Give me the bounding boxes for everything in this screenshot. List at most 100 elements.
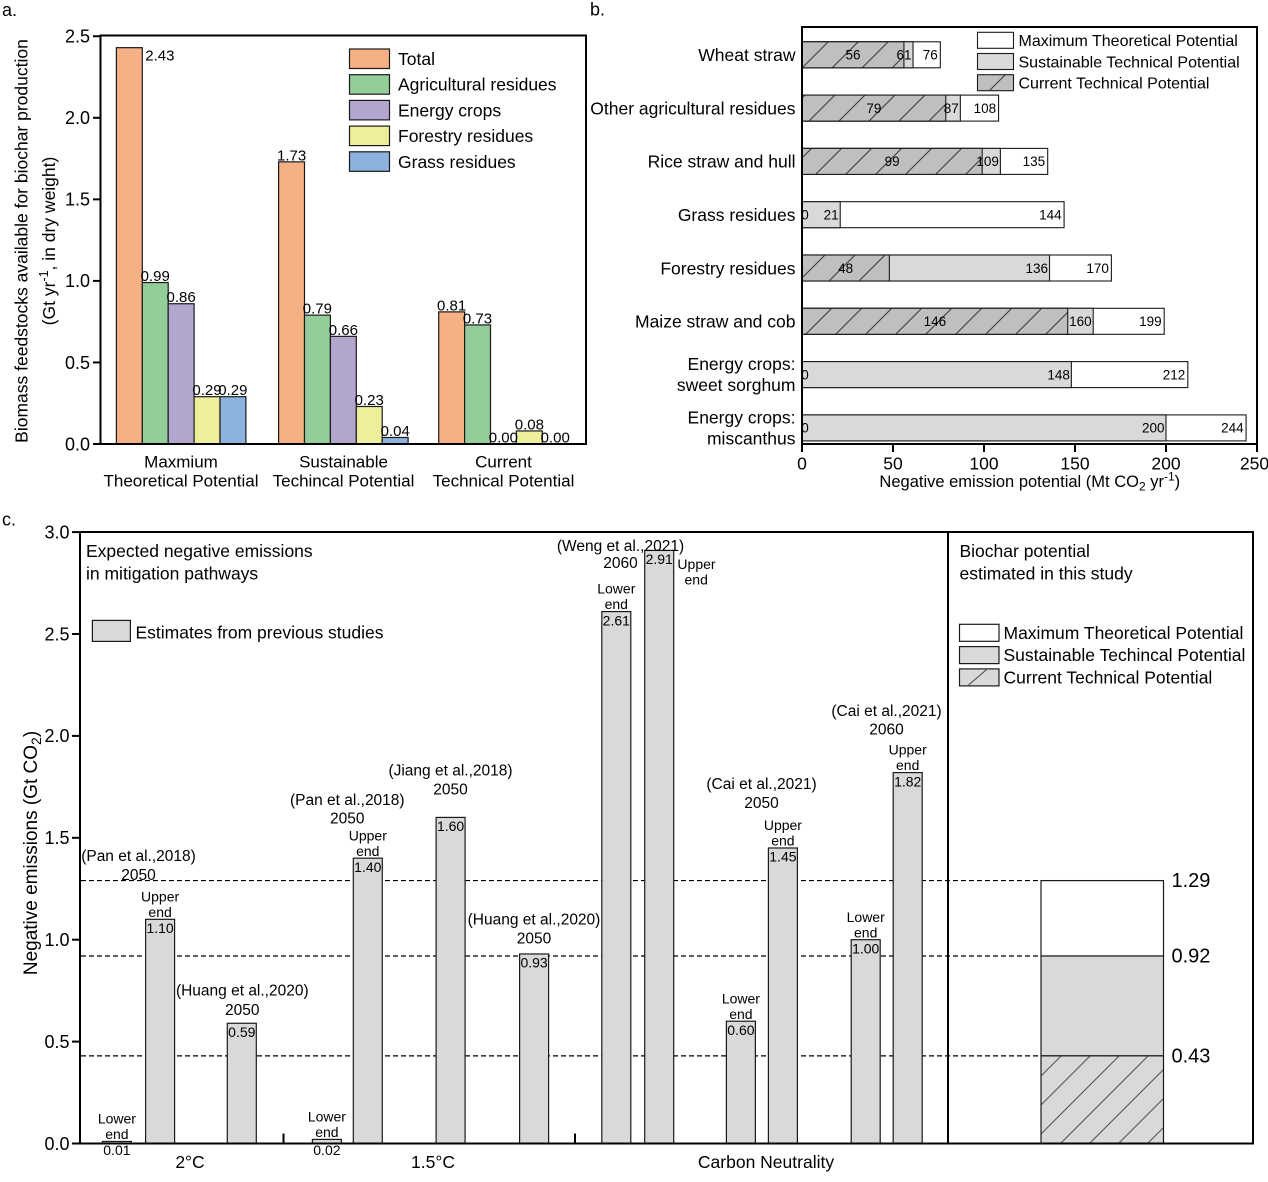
svg-text:end: end	[315, 1124, 338, 1140]
svg-text:(Jiang et al.,2018): (Jiang et al.,2018)	[388, 763, 512, 780]
svg-text:1.45: 1.45	[769, 849, 796, 865]
svg-text:212: 212	[1163, 367, 1186, 382]
svg-text:1.00: 1.00	[852, 940, 879, 956]
svg-text:0: 0	[801, 367, 809, 382]
svg-text:135: 135	[1023, 154, 1046, 169]
svg-text:0.02: 0.02	[313, 1142, 340, 1158]
svg-text:Lower: Lower	[722, 990, 760, 1006]
svg-text:(Cai et al.,2021): (Cai et al.,2021)	[706, 776, 816, 793]
svg-text:0.93: 0.93	[520, 955, 547, 971]
svg-text:a.: a.	[2, 0, 17, 20]
svg-text:Biomass feedstocks available f: Biomass feedstocks available for biochar…	[12, 39, 32, 443]
svg-text:Lower: Lower	[98, 1111, 136, 1127]
svg-text:150: 150	[1060, 454, 1089, 474]
svg-text:end: end	[356, 843, 379, 859]
svg-text:Total: Total	[398, 49, 435, 69]
svg-text:Grass residues: Grass residues	[398, 152, 516, 172]
svg-text:2050: 2050	[744, 795, 779, 812]
svg-text:76: 76	[923, 48, 938, 63]
svg-text:170: 170	[1086, 261, 1109, 276]
svg-text:Current Technical Potential: Current Technical Potential	[1019, 76, 1210, 93]
svg-text:Sustainable Techincal Potentia: Sustainable Techincal Potential	[1004, 645, 1246, 665]
svg-text:end: end	[854, 924, 877, 940]
svg-text:Sustainable: Sustainable	[299, 452, 388, 471]
svg-text:2.5: 2.5	[65, 27, 90, 47]
svg-text:(Gt yr-1, in dry weight): (Gt yr-1, in dry weight)	[37, 157, 59, 326]
svg-text:79: 79	[866, 101, 881, 116]
svg-text:1.5: 1.5	[65, 190, 90, 210]
svg-text:160: 160	[1069, 314, 1092, 329]
svg-text:Rice straw and hull: Rice straw and hull	[648, 152, 796, 172]
svg-text:0.29: 0.29	[218, 382, 247, 399]
svg-text:0.0: 0.0	[65, 434, 90, 454]
svg-text:146: 146	[924, 314, 947, 329]
svg-text:199: 199	[1139, 314, 1162, 329]
svg-text:1.40: 1.40	[354, 859, 381, 875]
svg-text:87: 87	[944, 101, 959, 116]
svg-text:end: end	[605, 596, 628, 612]
svg-text:end: end	[771, 833, 794, 849]
svg-text:1.29: 1.29	[1172, 870, 1211, 892]
svg-text:148: 148	[1047, 367, 1070, 382]
svg-text:b.: b.	[590, 0, 605, 20]
svg-text:Lower: Lower	[847, 909, 885, 925]
svg-text:61: 61	[896, 48, 911, 63]
svg-text:2060: 2060	[603, 555, 638, 572]
svg-text:0.59: 0.59	[228, 1024, 255, 1040]
svg-text:2050: 2050	[517, 931, 552, 948]
svg-text:2050: 2050	[433, 782, 468, 799]
svg-text:c.: c.	[2, 510, 16, 530]
svg-text:144: 144	[1039, 208, 1062, 223]
svg-text:0.04: 0.04	[381, 423, 410, 440]
svg-text:1.60: 1.60	[437, 818, 464, 834]
svg-text:200: 200	[1151, 454, 1180, 474]
svg-text:Forestry residues: Forestry residues	[398, 126, 533, 146]
svg-text:Energy crops: Energy crops	[398, 100, 501, 120]
svg-text:2.91: 2.91	[646, 551, 673, 567]
svg-text:56: 56	[845, 48, 860, 63]
svg-text:end: end	[105, 1126, 128, 1142]
svg-text:Upper: Upper	[141, 888, 179, 904]
svg-text:0.5: 0.5	[65, 353, 90, 373]
svg-text:Sustainable Technical Potentia: Sustainable Technical Potential	[1019, 54, 1240, 71]
svg-text:200: 200	[1142, 421, 1165, 436]
svg-text:2.61: 2.61	[603, 612, 630, 628]
svg-text:Other agricultural residues: Other agricultural residues	[590, 98, 795, 118]
svg-text:0.86: 0.86	[166, 289, 195, 306]
svg-text:2060: 2060	[869, 722, 904, 739]
svg-text:Maximum Theoretical Potential: Maximum Theoretical Potential	[1004, 623, 1244, 643]
svg-text:0.5: 0.5	[44, 1032, 69, 1052]
svg-text:Upper: Upper	[677, 556, 715, 572]
svg-text:Forestry residues: Forestry residues	[660, 258, 795, 278]
svg-text:(Huang et al.,2020): (Huang et al.,2020)	[176, 983, 309, 1000]
svg-text:2050: 2050	[330, 811, 365, 828]
svg-text:1.0: 1.0	[44, 930, 69, 950]
svg-text:0.73: 0.73	[463, 310, 492, 327]
svg-text:in mitigation pathways: in mitigation pathways	[86, 564, 258, 584]
svg-text:0: 0	[797, 454, 807, 474]
svg-text:Technical Potential: Technical Potential	[433, 472, 575, 491]
svg-text:0.66: 0.66	[329, 322, 358, 339]
svg-text:0.43: 0.43	[1172, 1045, 1211, 1067]
svg-text:Upper: Upper	[349, 827, 387, 843]
svg-text:Grass residues: Grass residues	[678, 205, 796, 225]
svg-text:0.79: 0.79	[303, 301, 332, 318]
svg-text:1.5°C: 1.5°C	[411, 1152, 455, 1172]
svg-text:end: end	[685, 572, 708, 588]
svg-text:miscanthus: miscanthus	[707, 428, 796, 448]
svg-text:0.81: 0.81	[437, 297, 466, 314]
svg-text:1.5: 1.5	[44, 828, 69, 848]
svg-text:0.23: 0.23	[355, 392, 384, 409]
svg-text:136: 136	[1025, 261, 1048, 276]
svg-text:108: 108	[974, 101, 997, 116]
svg-text:2°C: 2°C	[175, 1152, 204, 1172]
svg-text:0.00: 0.00	[489, 430, 518, 447]
svg-text:3.0: 3.0	[44, 522, 69, 542]
svg-text:Negative emission potential (M: Negative emission potential (Mt CO2 yr-1…	[879, 470, 1180, 494]
svg-text:1.73: 1.73	[277, 147, 306, 164]
svg-text:0.29: 0.29	[192, 382, 221, 399]
svg-text:0.01: 0.01	[103, 1142, 130, 1158]
svg-text:2.0: 2.0	[65, 108, 90, 128]
svg-text:48: 48	[838, 261, 853, 276]
svg-text:2050: 2050	[225, 1002, 260, 1019]
